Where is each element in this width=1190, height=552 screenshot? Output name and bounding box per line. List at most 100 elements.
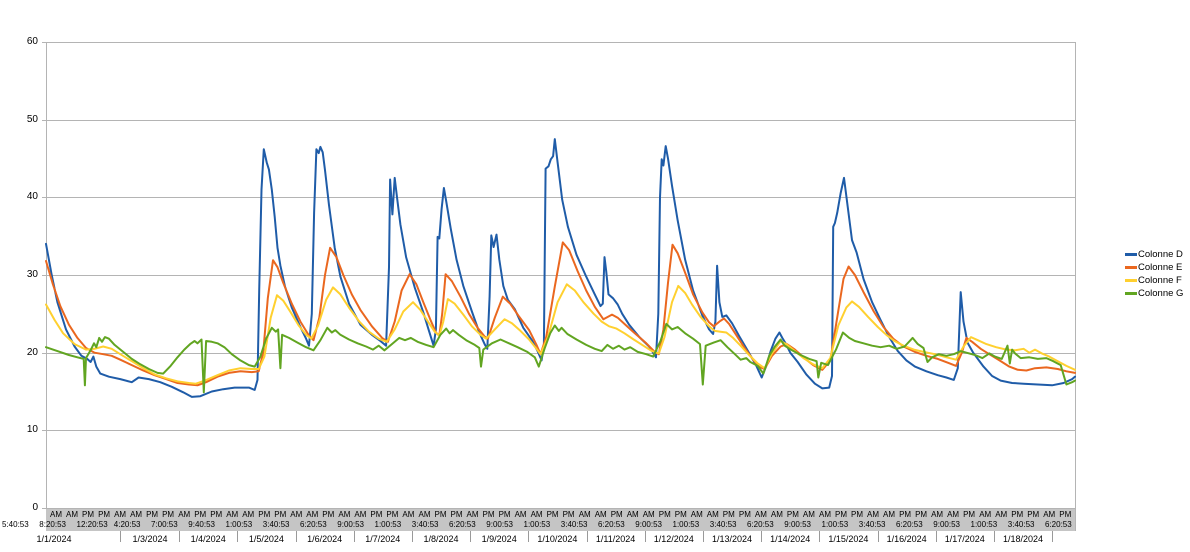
legend-label: Colonne F [1138, 275, 1182, 286]
x-axis-time-label: 7:00:53 [151, 520, 178, 529]
x-axis-ampm-label: PM [674, 510, 687, 519]
x-axis-ampm-label: AM [66, 510, 78, 519]
y-axis-tick-label: 30 [26, 269, 38, 280]
x-axis-date-label: 1/5/2024 [248, 534, 284, 544]
x-axis-ampm-label: AM [995, 510, 1008, 519]
x-axis-ampm-label: AM [626, 510, 639, 519]
x-axis-time-label: 1:00:53 [672, 520, 700, 529]
x-axis-time-label: 3:40:53 [411, 520, 439, 529]
date-group-separator [761, 531, 763, 542]
y-axis-tick-label: 50 [26, 114, 38, 125]
x-axis-ampm-label: PM [963, 510, 976, 519]
x-axis-ampm-label: PM [899, 510, 912, 519]
x-axis-ampm-label: PM [786, 510, 799, 519]
x-axis-ampm-label: AM [867, 510, 879, 519]
y-axis-tick-label: 40 [26, 191, 38, 202]
x-axis-ampm-label: AM [931, 510, 944, 519]
x-axis-time-label: 6:20:53 [449, 520, 476, 529]
x-axis-time-label: 1:00:53 [523, 520, 551, 529]
x-axis-label-band [46, 509, 1075, 531]
x-axis-time-label: 6:20:53 [1045, 520, 1072, 529]
x-axis-ampm-label: AM [114, 510, 127, 519]
x-axis-ampm-label: AM [178, 510, 191, 519]
x-axis-ampm-label: AM [754, 510, 767, 519]
x-axis-date-row: 1/1/2024 1/3/2024 1/4/2024 1/5/2024 1/6/2024… [0, 533, 1190, 545]
x-axis-date-label: 1/15/2024 [828, 534, 869, 544]
x-axis-ampm-label: AM [130, 510, 143, 519]
x-axis-ampm-label: PM [482, 510, 495, 519]
date-group-separator [237, 531, 239, 542]
x-axis-time-label: 3:40:53 [709, 520, 737, 529]
legend-line-icon [1125, 253, 1137, 256]
x-axis-date-label: 1/18/2024 [1002, 534, 1044, 544]
x-axis-ampm-label: AM [979, 510, 992, 519]
date-group-separator [411, 531, 413, 542]
y-axis-tick-label: 60 [26, 36, 38, 47]
x-axis-ampm-label: AM [706, 510, 719, 519]
series-line-colonne-f [45, 283, 1076, 385]
x-axis-time-label: 4:20:53 [113, 520, 141, 529]
legend-label: Colonne G [1138, 288, 1184, 299]
x-axis-ampm-label: AM [690, 510, 703, 519]
legend-item: Colonne D [1125, 248, 1183, 261]
x-axis-time-label: 3:40:53 [262, 520, 290, 529]
series-line-colonne-g [45, 322, 1076, 394]
x-axis-date-label: 1/13/2024 [711, 534, 753, 544]
x-axis-time-label: 12:20:53 [76, 520, 108, 529]
x-axis-ampm-label: AM [354, 510, 367, 519]
x-axis-ampm-label: PM [1011, 510, 1024, 519]
x-axis-date-label: 1/6/2024 [307, 534, 343, 544]
x-axis-ampm-label: AM [50, 510, 62, 519]
date-group-separator [935, 531, 937, 542]
x-axis-time-label: 9:40:53 [188, 520, 215, 529]
x-axis-ampm-label: PM [835, 510, 847, 519]
date-group-separator [470, 531, 472, 542]
x-axis-ampm-label: PM [562, 510, 575, 519]
x-axis-date-label: 1/9/2024 [481, 534, 517, 544]
x-axis-date-label: 1/11/2024 [595, 534, 636, 544]
x-axis-time-label: 9:00:53 [933, 520, 960, 529]
x-axis-time-label: 6:20:53 [747, 520, 774, 529]
x-axis-ampm-label: PM [722, 510, 735, 519]
x-axis-time-label: 3:40:53 [560, 520, 588, 529]
x-axis-ampm-label: PM [194, 510, 207, 519]
x-axis-date-label: 1/17/2024 [944, 534, 985, 544]
date-group-separator [877, 531, 879, 542]
date-group-separator [120, 531, 121, 542]
x-axis-ampm-label: PM [322, 510, 335, 519]
x-axis-date-label: 1/10/2024 [537, 534, 578, 544]
x-axis-time-label: 3:40:53 [1007, 520, 1035, 529]
x-axis-ampm-label: PM [434, 510, 447, 519]
x-axis-ampm-label: PM [370, 510, 383, 519]
x-axis-time-label: 6:20:53 [896, 520, 923, 529]
x-axis-ampm-label: AM [530, 510, 543, 519]
x-axis-ampm-label: PM [546, 510, 559, 519]
x-axis-ampm-label: PM [498, 510, 511, 519]
x-axis-time-label: 1:00:53 [970, 520, 998, 529]
x-axis-date-label: 1/7/2024 [365, 534, 401, 544]
legend-line-icon [1125, 292, 1137, 295]
x-axis-time-row: 5:40:53 8:20:53 12:20:53 4:20:53 7:00:53 9:40… [0, 520, 1190, 532]
x-axis-ampm-label: PM [274, 510, 287, 519]
x-axis-ampm-label: AM [819, 510, 831, 519]
x-axis-ampm-label: PM [1059, 510, 1072, 519]
x-axis-ampm-label: AM [226, 510, 239, 519]
x-axis-time-label: 9:00:53 [486, 520, 513, 529]
x-axis-time-label: 6:20:53 [598, 520, 625, 529]
x-axis-ampm-label: PM [658, 510, 671, 519]
x-axis-ampm-label: AM [514, 510, 527, 519]
x-axis-ampm-label: AM [802, 510, 815, 519]
x-axis-time-label: 8:20:53 [39, 520, 66, 529]
x-axis-ampm-label: PM [258, 510, 271, 519]
x-axis-ampm-label: AM [290, 510, 303, 519]
x-axis-ampm-label: PM [738, 510, 751, 519]
x-axis-date-label: 1/8/2024 [423, 534, 459, 544]
x-axis-ampm-label: AM [947, 510, 960, 519]
legend-label: Colonne E [1138, 262, 1183, 273]
x-axis-date-label: 1/1/2024 [36, 534, 72, 544]
legend-label: Colonne D [1138, 249, 1183, 260]
x-axis-time-label: 9:00:53 [337, 520, 364, 529]
y-axis-tick-label: 20 [26, 347, 38, 358]
